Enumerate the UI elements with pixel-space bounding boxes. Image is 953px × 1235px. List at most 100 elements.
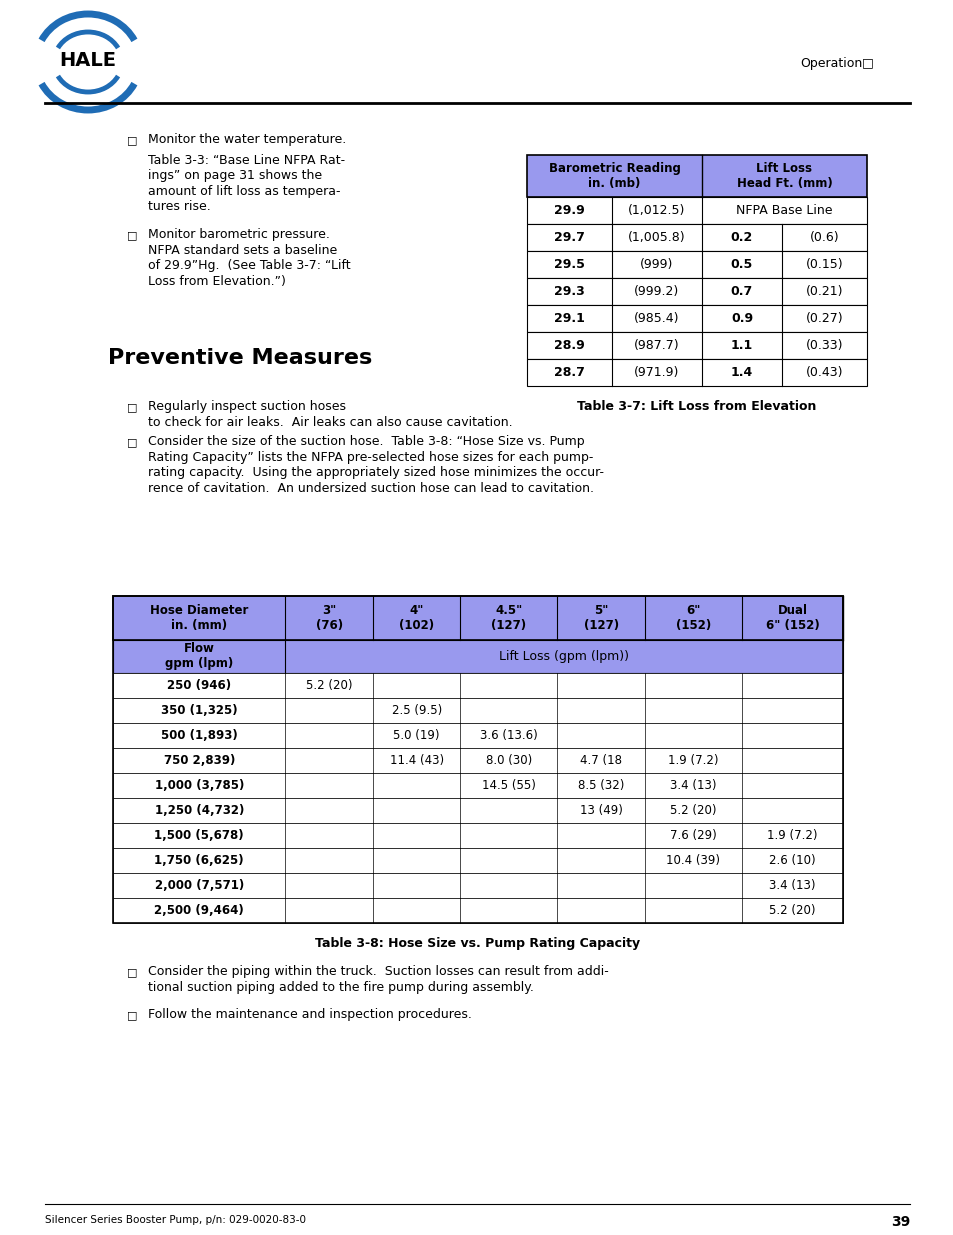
Text: Monitor the water temperature.: Monitor the water temperature. — [148, 133, 346, 146]
Bar — [112, 748, 842, 773]
Text: 0.2: 0.2 — [730, 231, 752, 245]
Text: NFPA Base Line: NFPA Base Line — [736, 204, 832, 217]
Text: 0.7: 0.7 — [730, 285, 752, 298]
Text: Regularly inspect suction hoses: Regularly inspect suction hoses — [148, 400, 346, 412]
Text: (1,012.5): (1,012.5) — [628, 204, 685, 217]
Text: 29.3: 29.3 — [554, 285, 584, 298]
Text: ings” on page 31 shows the: ings” on page 31 shows the — [148, 169, 322, 183]
Bar — [112, 873, 842, 898]
Text: 4"
(102): 4" (102) — [398, 604, 434, 632]
Text: Rating Capacity” lists the NFPA pre-selected hose sizes for each pump-: Rating Capacity” lists the NFPA pre-sele… — [148, 451, 593, 463]
Text: 1.1: 1.1 — [730, 338, 752, 352]
Text: □: □ — [127, 403, 137, 412]
Text: Flow
gpm (lpm): Flow gpm (lpm) — [165, 642, 233, 671]
Text: 1,750 (6,625): 1,750 (6,625) — [154, 853, 244, 867]
Text: 0.5: 0.5 — [730, 258, 752, 270]
Text: 250 (946): 250 (946) — [167, 679, 231, 692]
Text: 28.7: 28.7 — [554, 366, 584, 379]
Text: 5.0 (19): 5.0 (19) — [393, 729, 439, 742]
Text: 1,250 (4,732): 1,250 (4,732) — [154, 804, 244, 818]
Text: □: □ — [127, 230, 137, 240]
Text: 5.2 (20): 5.2 (20) — [768, 904, 815, 918]
Text: 29.9: 29.9 — [554, 204, 584, 217]
Text: Barometric Reading
in. (mb): Barometric Reading in. (mb) — [548, 162, 679, 190]
Text: 3.4 (13): 3.4 (13) — [768, 879, 815, 892]
Text: Monitor barometric pressure.: Monitor barometric pressure. — [148, 228, 330, 241]
Text: Table 3-8: Hose Size vs. Pump Rating Capacity: Table 3-8: Hose Size vs. Pump Rating Cap… — [315, 937, 639, 950]
Text: 29.7: 29.7 — [554, 231, 584, 245]
Text: Preventive Measures: Preventive Measures — [108, 348, 372, 368]
Bar — [112, 640, 842, 673]
Text: 39: 39 — [890, 1215, 909, 1229]
Text: 3.4 (13): 3.4 (13) — [670, 779, 716, 792]
Text: Lift Loss
Head Ft. (mm): Lift Loss Head Ft. (mm) — [736, 162, 832, 190]
Text: (0.43): (0.43) — [805, 366, 842, 379]
Bar — [526, 359, 866, 387]
Bar — [526, 198, 866, 224]
Text: Operation: Operation — [800, 57, 862, 69]
Text: Table 3-3: “Base Line NFPA Rat-: Table 3-3: “Base Line NFPA Rat- — [148, 154, 345, 167]
Text: Consider the piping within the truck.  Suction losses can result from addi-: Consider the piping within the truck. Su… — [148, 965, 608, 978]
Bar — [112, 698, 842, 722]
Text: □: □ — [127, 967, 137, 977]
Text: of 29.9”Hg.  (See Table 3-7: “Lift: of 29.9”Hg. (See Table 3-7: “Lift — [148, 259, 351, 272]
Text: 1,000 (3,785): 1,000 (3,785) — [154, 779, 244, 792]
Text: 2.6 (10): 2.6 (10) — [768, 853, 815, 867]
Text: tures rise.: tures rise. — [148, 200, 211, 214]
Text: 29.1: 29.1 — [554, 312, 584, 325]
Bar — [526, 278, 866, 305]
Text: (1,005.8): (1,005.8) — [627, 231, 685, 245]
Text: to check for air leaks.  Air leaks can also cause cavitation.: to check for air leaks. Air leaks can al… — [148, 415, 512, 429]
Text: (999.2): (999.2) — [634, 285, 679, 298]
Text: 4.7 (18: 4.7 (18 — [579, 755, 621, 767]
Text: Hose Diameter
in. (mm): Hose Diameter in. (mm) — [150, 604, 248, 632]
Text: 5.2 (20): 5.2 (20) — [306, 679, 352, 692]
Text: (985.4): (985.4) — [634, 312, 679, 325]
Text: 7.6 (29): 7.6 (29) — [669, 829, 716, 842]
Text: 1.9 (7.2): 1.9 (7.2) — [766, 829, 817, 842]
Text: 28.9: 28.9 — [554, 338, 584, 352]
Text: HALE: HALE — [59, 52, 116, 70]
Text: □: □ — [127, 1010, 137, 1020]
Text: 4.5"
(127): 4.5" (127) — [491, 604, 526, 632]
Text: 13 (49): 13 (49) — [579, 804, 622, 818]
Text: 14.5 (55): 14.5 (55) — [481, 779, 536, 792]
Text: (0.33): (0.33) — [805, 338, 842, 352]
Text: (987.7): (987.7) — [634, 338, 679, 352]
Text: NFPA standard sets a baseline: NFPA standard sets a baseline — [148, 243, 337, 257]
Text: 3.6 (13.6): 3.6 (13.6) — [479, 729, 537, 742]
Bar — [112, 848, 842, 873]
Bar — [112, 823, 842, 848]
Text: 11.4 (43): 11.4 (43) — [389, 755, 443, 767]
Bar — [112, 722, 842, 748]
Text: Follow the maintenance and inspection procedures.: Follow the maintenance and inspection pr… — [148, 1008, 472, 1021]
Text: 2,000 (7,571): 2,000 (7,571) — [154, 879, 244, 892]
Text: 29.5: 29.5 — [554, 258, 584, 270]
Text: 750 2,839): 750 2,839) — [163, 755, 234, 767]
Text: Consider the size of the suction hose.  Table 3-8: “Hose Size vs. Pump: Consider the size of the suction hose. T… — [148, 435, 584, 448]
Text: 8.0 (30): 8.0 (30) — [485, 755, 532, 767]
Bar — [526, 251, 866, 278]
Text: 1.4: 1.4 — [730, 366, 752, 379]
Text: (999): (999) — [639, 258, 673, 270]
Bar — [112, 773, 842, 798]
Text: 350 (1,325): 350 (1,325) — [161, 704, 237, 718]
Bar — [112, 898, 842, 923]
Text: 3"
(76): 3" (76) — [315, 604, 342, 632]
Text: Dual
6" (152): Dual 6" (152) — [765, 604, 819, 632]
Text: (0.27): (0.27) — [805, 312, 842, 325]
Text: □: □ — [862, 57, 873, 69]
Text: Table 3-7: Lift Loss from Elevation: Table 3-7: Lift Loss from Elevation — [577, 400, 816, 412]
Bar — [112, 673, 842, 698]
Text: 1.9 (7.2): 1.9 (7.2) — [667, 755, 718, 767]
Text: Loss from Elevation.”): Loss from Elevation.”) — [148, 274, 286, 288]
Text: 1,500 (5,678): 1,500 (5,678) — [154, 829, 244, 842]
Text: amount of lift loss as tempera-: amount of lift loss as tempera- — [148, 185, 340, 198]
Text: 10.4 (39): 10.4 (39) — [666, 853, 720, 867]
Bar — [526, 156, 866, 198]
Text: 0.9: 0.9 — [730, 312, 752, 325]
Text: 5"
(127): 5" (127) — [583, 604, 618, 632]
Text: Silencer Series Booster Pump, p/n: 029-0020-83-0: Silencer Series Booster Pump, p/n: 029-0… — [45, 1215, 306, 1225]
Bar — [526, 305, 866, 332]
Text: 500 (1,893): 500 (1,893) — [161, 729, 237, 742]
